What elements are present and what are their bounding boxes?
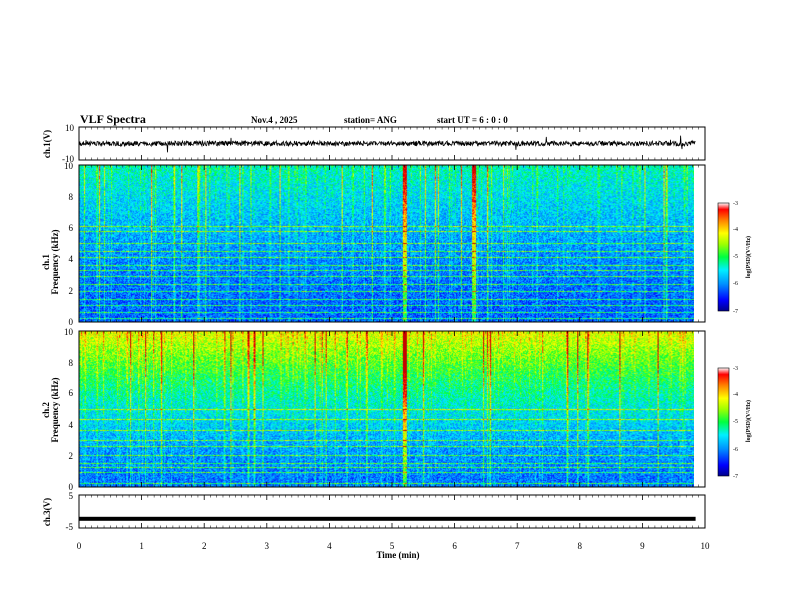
x-axis-tick-labels: 0 1 2 3 4 5 6 7 8 9 10 <box>77 541 710 551</box>
ch1-spec-xticks <box>78 165 706 322</box>
ch1-spec-empty <box>694 165 705 322</box>
ch3-frame <box>78 494 706 529</box>
ch1-spec-ylabel-frequency: Frequency (kHz) <box>50 229 60 294</box>
x-tick-label: 5 <box>390 541 395 551</box>
ch1-cb-tick-m4: -4 <box>733 227 738 233</box>
ch1-spectrogram-image <box>79 165 696 322</box>
ch1-cb-tick-m6: -6 <box>733 281 738 287</box>
ch1-spectrogram-panel: 0 2 4 6 8 10 ch.1 Frequency (kHz) <box>41 161 706 327</box>
x-tick-label: 9 <box>640 541 645 551</box>
x-tick-label: 10 <box>701 541 711 551</box>
x-tick-label: 8 <box>578 541 583 551</box>
ch1-waveform-panel: 10 -10 ch.1(V) <box>42 123 706 164</box>
ch2-spec-xticks <box>78 331 706 487</box>
ch2-cb-tick-m3: -3 <box>733 366 738 372</box>
ch1-ytick-bottom: -10 <box>62 154 74 164</box>
ch1-ytick-top: 10 <box>65 123 75 133</box>
ch2-cb-tick-m6: -6 <box>733 447 738 453</box>
ch2-spec-ytick-6: 6 <box>69 388 74 398</box>
header-date: Nov.4 , 2025 <box>251 115 298 125</box>
ch2-spec-yticks: 0 2 4 6 8 10 <box>64 327 74 492</box>
ch1-spec-ytick-8: 8 <box>69 192 74 202</box>
ch2-colorbar-label: log(PSD)(V²/Hz) <box>745 400 752 442</box>
ch1-spec-ytick-0: 0 <box>69 317 74 327</box>
ch1-spec-ytick-4: 4 <box>69 254 74 264</box>
ch2-spec-ytick-2: 2 <box>69 451 74 461</box>
ch2-cb-tick-m5: -5 <box>733 419 738 425</box>
ch2-cb-tick-m7: -7 <box>733 474 738 480</box>
x-tick-label: 6 <box>452 541 457 551</box>
header-station: station= ANG <box>344 115 397 125</box>
ch2-spectrogram-panel: 0 2 4 6 8 10 ch.2 Frequency (kHz) <box>41 327 706 492</box>
x-tick-label: 1 <box>139 541 144 551</box>
ch2-colorbar: -3 -4 -5 -6 -7 log(PSD)(V²/Hz) <box>717 366 752 480</box>
ch1-cb-tick-m5: -5 <box>733 254 738 260</box>
ch2-spec-ytick-4: 4 <box>69 420 74 430</box>
ch3-trace-line <box>79 516 696 521</box>
ch1-cb-tick-m7: -7 <box>733 309 738 315</box>
ch3-ylabel: ch.3(V) <box>42 498 52 526</box>
x-axis-label: Time (min) <box>376 550 419 560</box>
ch2-spectrogram-image <box>79 331 696 487</box>
ch1-spec-ytick-6: 6 <box>69 223 74 233</box>
x-tick-label: 2 <box>202 541 207 551</box>
ch2-spec-ylabel-frequency: Frequency (kHz) <box>50 377 60 442</box>
ch1-trace-line <box>78 135 696 153</box>
ch3-ytick-top: 5 <box>69 491 74 501</box>
ch3-ytick-bottom: -5 <box>66 522 74 532</box>
ch2-cb-tick-m4: -4 <box>733 392 738 398</box>
x-tick-label: 0 <box>77 541 82 551</box>
ch1-cb-tick-m3: -3 <box>733 201 738 207</box>
ch2-colorbar-ramp <box>717 367 730 477</box>
ch3-waveform-panel: 5 -5 ch.3(V) <box>42 491 706 532</box>
x-tick-label: 3 <box>265 541 270 551</box>
ch1-ylabel: ch.1(V) <box>42 130 52 158</box>
figure-title: VLF Spectra <box>80 112 146 126</box>
x-tick-label: 7 <box>515 541 520 551</box>
ch1-spec-ytick-2: 2 <box>69 286 74 296</box>
ch2-spec-ylabel-channel: ch.2 <box>41 402 51 418</box>
header-start-time: start UT = 6 : 0 : 0 <box>437 115 508 125</box>
ch1-spec-ytick-10: 10 <box>64 161 74 171</box>
ch1-colorbar: -3 -4 -5 -6 -7 log(PSD)(V²/Hz) <box>717 201 752 315</box>
ch1-spec-ylabel-channel: ch.1 <box>41 254 51 270</box>
ch1-colorbar-label: log(PSD)(V²/Hz) <box>745 236 752 278</box>
x-tick-label: 4 <box>327 541 332 551</box>
ch2-spec-ytick-10: 10 <box>64 327 74 337</box>
ch2-spec-ytick-8: 8 <box>69 358 74 368</box>
ch2-spec-empty <box>694 331 705 487</box>
ch2-spec-ytick-0: 0 <box>69 482 74 492</box>
ch1-spec-yticks: 0 2 4 6 8 10 <box>64 161 74 327</box>
ch1-colorbar-ramp <box>717 202 730 312</box>
ch1-xticks <box>78 127 706 160</box>
ch3-xticks <box>78 495 706 528</box>
